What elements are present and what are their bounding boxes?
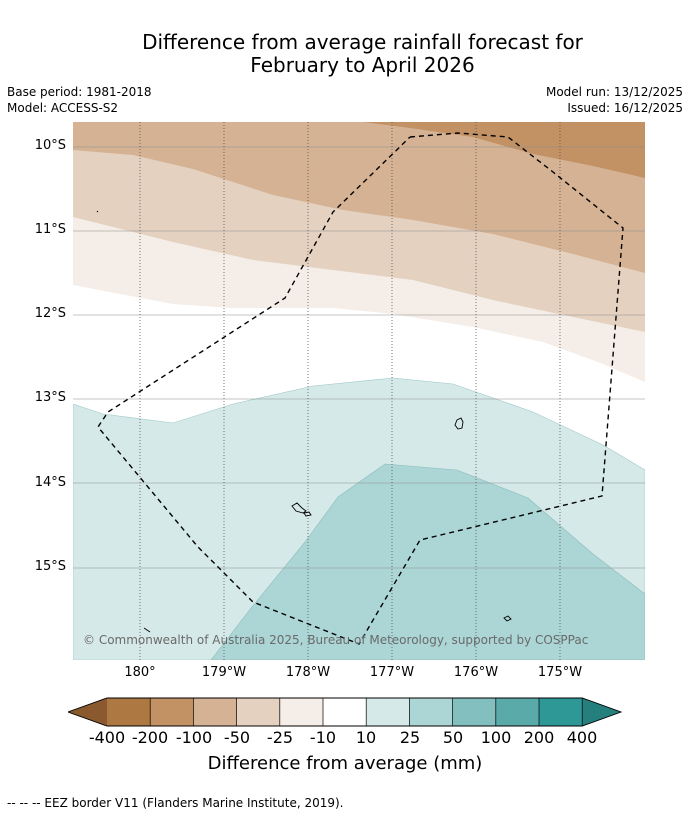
band-plus-25: [210, 463, 645, 660]
cb-label-200: 200: [523, 728, 555, 747]
model-run-text: Model run: 13/12/2025: [545, 85, 683, 99]
copyright-credit: © Commonwealth of Australia 2025, Bureau…: [83, 633, 589, 647]
lat-label-10s: 10°S: [34, 138, 66, 153]
lat-label-13s: 13°S: [34, 390, 66, 405]
colorbar-bin-plus-100-plus-200: [495, 698, 539, 726]
colorbar-bin-minus-50-minus-25: [236, 698, 280, 726]
model-text: Model: ACCESS-S2: [7, 101, 119, 115]
cb-label-400: 400: [566, 728, 598, 747]
lon-label-176w: 176°W: [453, 665, 499, 680]
lon-label-179w: 179°W: [201, 665, 247, 680]
map-panel: [73, 122, 645, 660]
map-title: Difference from average rainfall forecas…: [0, 31, 690, 77]
lat-label-14s: 14°S: [34, 475, 66, 490]
meta-left: Base period: 1981-2018 Model: ACCESS-S2: [7, 84, 152, 116]
island-southeast: [503, 615, 512, 622]
colorbar-bin-minus-100-minus-50: [193, 698, 237, 726]
colorbar-bin-plus-25-plus-50: [409, 698, 453, 726]
colorbar-outline: [66, 697, 623, 727]
lon-label-177w: 177°W: [369, 665, 415, 680]
title-line-2: February to April 2026: [250, 53, 475, 77]
cb-label-minus-50: -50: [223, 728, 251, 747]
cb-label-minus-100: -100: [175, 728, 213, 747]
lon-label-178w: 178°W: [285, 665, 331, 680]
eez-border: [97, 132, 624, 645]
colorbar-bin-minus-25-minus-10: [279, 698, 323, 726]
cb-label-10: 10: [355, 728, 377, 747]
island-east: [454, 417, 464, 430]
cb-label-minus-10: -10: [309, 728, 337, 747]
colorbar: [66, 697, 624, 733]
colorbar-svg: [66, 697, 623, 727]
cb-label-100: 100: [480, 728, 512, 747]
lon-label-180: 180°: [124, 665, 156, 680]
colorbar-arrow-right: [582, 698, 621, 726]
lon-label-175w: 175°W: [537, 665, 583, 680]
eez-legend-note: -- -- -- EEZ border V11 (Flanders Marine…: [7, 796, 344, 810]
colorbar-dividers: [149, 698, 583, 726]
meta-right: Model run: 13/12/2025 Issued: 16/12/2025: [546, 84, 683, 116]
cb-label-minus-400: -400: [88, 728, 126, 747]
base-period-text: Base period: 1981-2018: [7, 85, 152, 99]
colorbar-bin-minus-200-minus-100: [150, 698, 194, 726]
issued-text: Issued: 16/12/2025: [567, 101, 683, 115]
colorbar-arrow-left: [68, 698, 107, 726]
colorbar-bin-minus-400-minus-200: [107, 698, 151, 726]
cb-label-minus-25: -25: [266, 728, 294, 747]
band-minus-100: [363, 122, 645, 178]
colorbar-bin-minus-10-plus-10: [323, 698, 367, 726]
lat-label-12s: 12°S: [34, 306, 66, 321]
lat-label-11s: 11°S: [34, 222, 66, 237]
island-southwest: [143, 627, 151, 633]
lat-label-15s: 15°S: [34, 559, 66, 574]
latitude-gridlines: [73, 146, 645, 569]
title-line-1: Difference from average rainfall forecas…: [142, 30, 583, 54]
island-northwest: [96, 210, 99, 213]
cb-label-minus-200: -200: [131, 728, 169, 747]
colorbar-bin-plus-50-plus-100: [452, 698, 496, 726]
cb-label-50: 50: [442, 728, 464, 747]
colorbar-title: Difference from average (mm): [207, 753, 483, 774]
map-canvas: [73, 122, 645, 660]
cb-label-25: 25: [399, 728, 421, 747]
island-central: [291, 502, 312, 517]
band-minus-50: [73, 122, 645, 273]
colorbar-bin-plus-200-plus-400: [539, 698, 583, 726]
colorbar-bin-plus-10-plus-25: [366, 698, 410, 726]
